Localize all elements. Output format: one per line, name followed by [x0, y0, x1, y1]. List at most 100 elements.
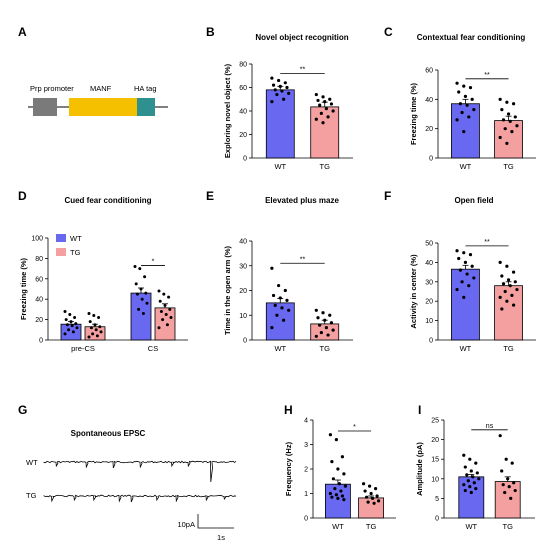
data-point — [372, 501, 376, 505]
bar — [154, 307, 176, 341]
data-point — [321, 95, 325, 99]
significance-label: ** — [300, 66, 306, 73]
data-point — [73, 316, 77, 320]
data-point — [501, 282, 506, 286]
legend-label: TG — [70, 248, 81, 257]
data-point — [158, 299, 162, 303]
y-tick-label: 40 — [425, 97, 433, 104]
data-point — [164, 313, 168, 316]
data-point — [465, 272, 469, 276]
significance-label: ns — [486, 423, 494, 430]
data-point — [513, 488, 517, 493]
data-point — [280, 89, 284, 93]
chart-title: Novel object recognition — [255, 33, 348, 42]
panel-letter-b: B — [206, 25, 215, 39]
data-point — [87, 335, 91, 339]
data-point — [500, 469, 504, 473]
data-point — [366, 500, 370, 504]
data-point — [475, 471, 479, 475]
data-point — [329, 102, 334, 106]
data-point — [510, 130, 514, 134]
y-tick-label: 10 — [239, 313, 247, 320]
y-tick-label: 0 — [243, 156, 247, 163]
panel-letter-c: C — [384, 25, 393, 39]
y-tick-label: 20 — [425, 126, 433, 133]
data-point — [329, 321, 334, 325]
chart-title: Elevated plus maze — [265, 196, 339, 205]
data-point — [343, 484, 347, 488]
data-point — [465, 103, 469, 107]
scale-bar-x-label: 1s — [217, 533, 225, 542]
data-point — [280, 306, 284, 310]
data-point — [287, 308, 291, 312]
panel-letter-h: H — [284, 403, 293, 417]
chart-title: Open field — [454, 196, 493, 205]
data-point — [88, 320, 92, 324]
panel-letter-d: D — [18, 189, 27, 203]
prp-promoter-label: Prp promoter — [30, 84, 74, 93]
y-tick-label: 0 — [429, 156, 433, 163]
data-point — [330, 495, 334, 499]
data-point — [501, 118, 506, 122]
y-tick-label: 0 — [429, 338, 433, 345]
data-point — [157, 289, 161, 293]
data-point — [87, 311, 91, 315]
data-point — [98, 325, 102, 329]
data-point — [285, 298, 289, 302]
data-point — [67, 328, 71, 332]
bar — [130, 292, 152, 341]
y-tick-label: 20 — [239, 288, 247, 295]
data-point — [282, 97, 286, 101]
data-point — [319, 111, 323, 115]
panel-letter-e: E — [206, 189, 214, 203]
data-point — [157, 326, 161, 330]
y-tick-label: 0 — [243, 338, 247, 345]
y-axis-label: Time in the open arm (%) — [223, 245, 232, 335]
y-tick-label: 10 — [431, 476, 439, 483]
data-point — [321, 121, 325, 125]
trace-title: Spontaneous EPSC — [71, 429, 146, 438]
trace-tg — [43, 494, 237, 503]
data-point — [509, 496, 513, 500]
data-point — [501, 483, 505, 487]
panel-letter-i: I — [418, 403, 421, 417]
data-point — [326, 333, 330, 337]
x-category-label: pre-CS — [71, 344, 95, 353]
data-point — [318, 103, 322, 107]
y-tick-label: 10 — [425, 318, 433, 325]
data-point — [460, 280, 464, 284]
data-point — [271, 293, 276, 298]
y-tick-label: 60 — [35, 276, 43, 283]
data-point — [339, 489, 343, 493]
data-point — [145, 301, 149, 305]
legend-swatch — [56, 248, 66, 256]
data-point — [463, 488, 467, 493]
data-point — [328, 97, 332, 101]
data-point — [163, 303, 167, 307]
chart-open-field: Open field 0 10 20 30 40 50 Activity in center … — [409, 196, 536, 353]
data-point — [167, 295, 171, 299]
significance-label: * — [152, 259, 155, 266]
data-point — [340, 455, 344, 459]
data-point — [340, 494, 344, 498]
data-point — [368, 484, 372, 488]
y-tick-label: 1 — [304, 491, 308, 498]
y-axis-label: Frequency (Hz) — [284, 441, 293, 496]
y-tick-label: 80 — [35, 256, 43, 263]
data-point — [363, 489, 367, 493]
data-point — [342, 472, 346, 476]
bar — [265, 89, 295, 159]
data-point — [144, 291, 148, 295]
data-point — [337, 482, 341, 486]
x-category-label: TG — [320, 162, 331, 171]
data-point — [457, 256, 461, 261]
y-tick-label: 50 — [425, 241, 433, 248]
bar — [324, 483, 351, 519]
data-point — [375, 494, 379, 498]
data-point — [169, 316, 173, 320]
panel-letter-g: G — [18, 403, 27, 417]
data-point — [462, 295, 466, 299]
data-point — [460, 110, 464, 115]
y-tick-label: 0 — [39, 338, 43, 345]
data-point — [64, 318, 68, 322]
